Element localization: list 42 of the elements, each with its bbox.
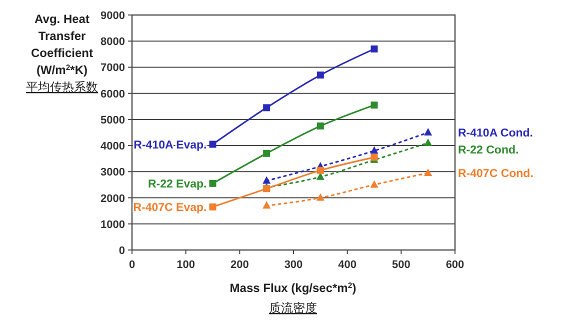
point (370, 102, 378, 109)
point (316, 166, 324, 174)
y-tick-label: 2000 (100, 192, 125, 205)
point (370, 45, 378, 52)
text: R-22 Cond. (458, 144, 519, 156)
point (316, 193, 324, 201)
text: R-410A Cond. (458, 128, 533, 140)
series-label: R-22 Evap. (148, 178, 207, 190)
x-tick-label: 0 (128, 259, 136, 271)
y-tick-label: 3000 (100, 166, 125, 179)
y-tick-label: 1000 (100, 218, 125, 231)
point (263, 185, 270, 192)
point (370, 146, 378, 154)
y-tick-label: 4000 (100, 140, 125, 153)
text: R-407C Cond. (458, 168, 534, 180)
x-tick-label: 300 (284, 259, 303, 271)
y-tick-label: 6000 (100, 88, 125, 100)
y-tick-label: 7000 (100, 62, 125, 74)
x-tick-label: 400 (338, 259, 357, 271)
x-tick-label: 500 (392, 259, 410, 271)
y-tick-label: 8000 (100, 36, 125, 48)
x-tick-label: 100 (176, 259, 196, 271)
point (424, 128, 432, 136)
point (370, 180, 378, 188)
point (209, 203, 216, 210)
point (263, 150, 270, 157)
point (262, 201, 271, 209)
y-tick-label: 9000 (100, 10, 125, 22)
point (316, 122, 324, 130)
series-label: R-407C Evap. (133, 202, 207, 214)
x-tick-label: 600 (446, 259, 464, 271)
point (424, 138, 432, 146)
point (262, 176, 271, 184)
text: Mass Flux (kg/sec*m$^{2}$) 质流密度 (230, 280, 356, 315)
point (263, 104, 270, 112)
y-tick-label: 0 (118, 245, 125, 257)
y-tick-label: 5000 (100, 114, 125, 126)
point (209, 180, 216, 187)
point (424, 168, 432, 176)
point (316, 72, 324, 79)
point (209, 140, 216, 148)
x-tick-label: 200 (230, 259, 249, 271)
